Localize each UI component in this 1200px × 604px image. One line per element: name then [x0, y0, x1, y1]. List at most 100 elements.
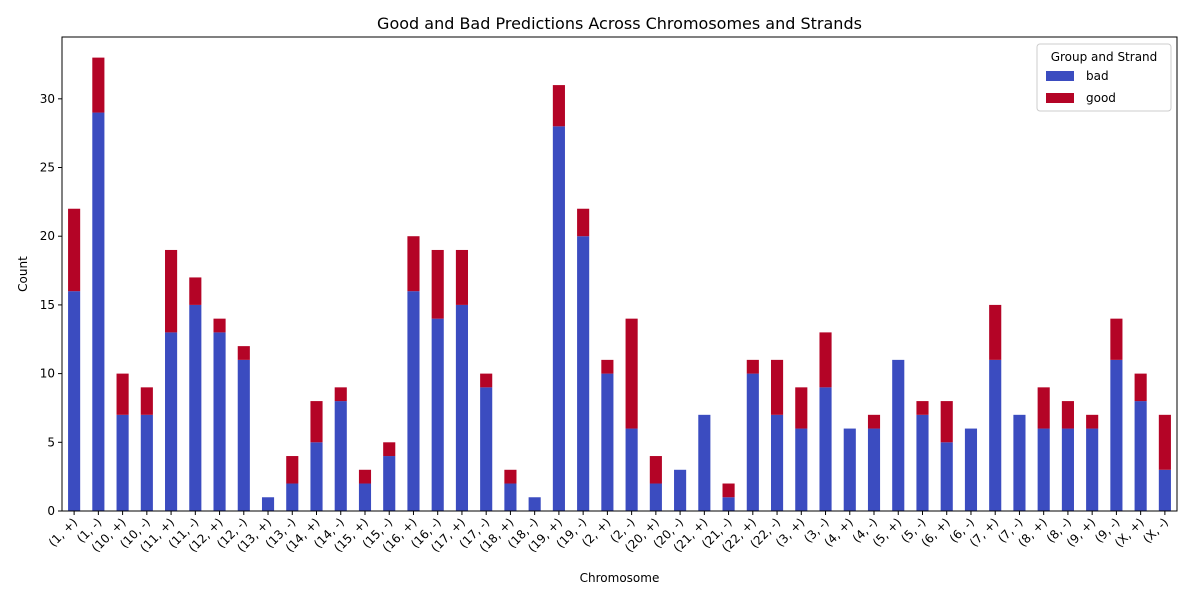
bar-bad-28 [746, 373, 759, 511]
bar-good-11 [334, 387, 347, 402]
bar-bad-33 [867, 428, 881, 511]
bar-good-13 [383, 442, 396, 457]
legend-swatch-bad [1046, 71, 1074, 81]
bar-good-28 [746, 359, 759, 374]
bar-good-43 [1110, 318, 1123, 360]
bar-bad-26 [698, 414, 711, 511]
bar-good-27 [722, 483, 735, 498]
x-tick-label: (X, -) [1140, 515, 1171, 546]
bar-bad-45 [1158, 469, 1171, 511]
y-axis: 0 5 10 15 20 25 30 [40, 92, 62, 518]
bar-good-12 [358, 469, 372, 484]
bar-good-20 [552, 85, 565, 127]
bar-good-24 [649, 456, 662, 484]
bar-bad-17 [480, 387, 493, 511]
bar-bad-43 [1110, 359, 1123, 511]
bar-bad-15 [431, 318, 444, 511]
bar-good-23 [625, 318, 638, 429]
bar-bad-32 [843, 428, 856, 511]
bar-good-16 [455, 249, 469, 305]
y-tick-label: 20 [40, 229, 55, 243]
bar-good-33 [867, 414, 881, 429]
bar-bad-8 [261, 497, 275, 511]
bar-bad-6 [213, 332, 226, 511]
legend: Group and Strand bad good [1036, 43, 1172, 112]
bar-bad-34 [892, 359, 905, 511]
bar-bad-40 [1037, 428, 1050, 511]
bar-good-31 [819, 332, 832, 388]
bar-bad-35 [916, 414, 929, 511]
bar-bad-27 [722, 497, 735, 511]
y-tick-label: 10 [40, 367, 55, 381]
bar-good-1 [92, 57, 105, 113]
bar-good-6 [213, 318, 226, 333]
bar-good-21 [577, 208, 590, 237]
bar-good-7 [237, 346, 250, 360]
bar-good-17 [480, 373, 493, 388]
bar-good-0 [68, 208, 81, 292]
y-tick-label: 0 [47, 504, 55, 518]
bar-bad-1 [92, 112, 105, 511]
x-axis: (1, +)(1, -)(10, +)(10, -)(11, +)(11, -)… [46, 511, 1171, 555]
legend-label-good: good [1086, 91, 1116, 105]
bar-bad-5 [189, 304, 202, 511]
bar-bad-22 [601, 373, 614, 511]
bar-good-15 [431, 249, 444, 319]
y-tick-label: 25 [40, 161, 55, 175]
bar-bad-37 [964, 428, 978, 511]
bar-bad-2 [116, 414, 129, 511]
bar-bad-0 [68, 291, 81, 511]
bar-good-14 [407, 236, 420, 292]
bars-layer [68, 57, 1171, 511]
x-tick-label: (1, +) [46, 515, 80, 549]
bar-good-30 [795, 387, 808, 429]
bar-bad-19 [528, 497, 541, 511]
bar-bad-13 [383, 456, 396, 511]
bar-good-5 [189, 277, 202, 305]
bar-good-18 [504, 469, 517, 484]
bar-bad-24 [649, 483, 662, 511]
bar-bad-31 [819, 387, 832, 511]
bar-good-4 [165, 249, 178, 333]
bar-bad-14 [407, 291, 420, 511]
bar-bad-11 [334, 401, 347, 511]
bar-good-38 [989, 304, 1002, 360]
bar-bad-10 [310, 442, 323, 511]
bar-bad-12 [358, 483, 372, 511]
y-axis-label: Count [16, 256, 30, 292]
bar-bad-25 [674, 469, 687, 511]
bar-bad-20 [552, 126, 565, 511]
bar-bad-39 [1013, 414, 1026, 511]
x-axis-label: Chromosome [580, 571, 660, 585]
bar-good-41 [1061, 401, 1074, 429]
legend-title: Group and Strand [1051, 50, 1158, 64]
bar-bad-38 [989, 359, 1002, 511]
bar-bad-44 [1134, 401, 1147, 511]
bar-good-40 [1037, 387, 1050, 429]
bar-good-45 [1158, 414, 1171, 470]
bar-good-3 [140, 387, 153, 415]
bar-bad-21 [577, 236, 590, 511]
y-tick-label: 15 [40, 298, 55, 312]
bar-bad-30 [795, 428, 808, 511]
bar-bad-9 [286, 483, 299, 511]
bar-good-29 [770, 359, 784, 415]
chart-title: Good and Bad Predictions Across Chromoso… [377, 14, 862, 33]
bar-good-9 [286, 456, 299, 484]
bar-bad-23 [625, 428, 638, 511]
bar-good-22 [601, 359, 614, 374]
bar-good-2 [116, 373, 129, 415]
bar-bad-3 [140, 414, 153, 511]
bar-bad-4 [165, 332, 178, 511]
bar-good-10 [310, 401, 323, 443]
y-tick-label: 30 [40, 92, 55, 106]
bar-bad-29 [770, 414, 784, 511]
y-tick-label: 5 [47, 435, 55, 449]
bar-good-42 [1086, 414, 1099, 429]
plot-frame [61, 36, 1178, 512]
bar-bad-7 [237, 359, 250, 511]
bar-bad-36 [940, 442, 953, 511]
bar-bad-42 [1086, 428, 1099, 511]
